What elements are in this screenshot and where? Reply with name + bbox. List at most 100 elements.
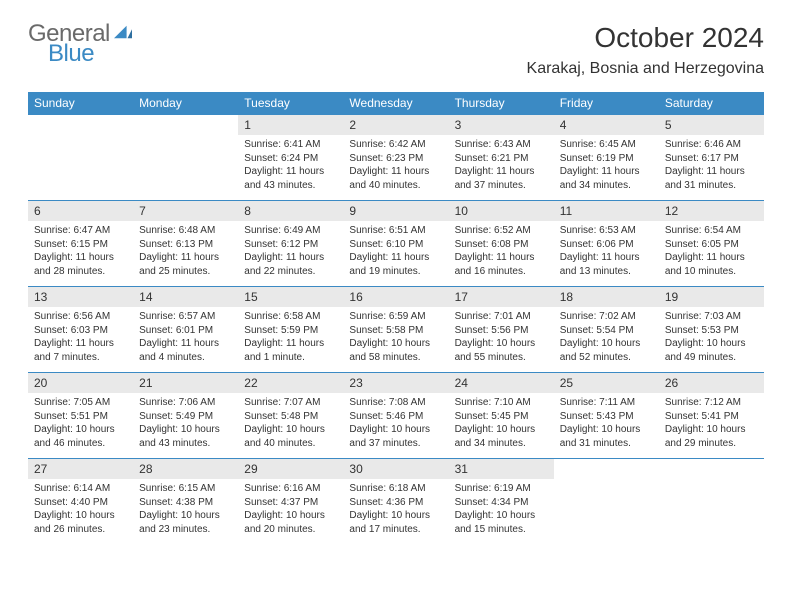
day-details: Sunrise: 6:41 AMSunset: 6:24 PMDaylight:… — [238, 135, 343, 200]
day-header: Thursday — [449, 92, 554, 115]
day-number: 27 — [28, 459, 133, 479]
calendar-cell: 11Sunrise: 6:53 AMSunset: 6:06 PMDayligh… — [554, 201, 659, 287]
day-details: Sunrise: 6:48 AMSunset: 6:13 PMDaylight:… — [133, 221, 238, 286]
sunset-line: Sunset: 6:03 PM — [34, 324, 127, 338]
calendar-cell: 4Sunrise: 6:45 AMSunset: 6:19 PMDaylight… — [554, 115, 659, 201]
sunset-line: Sunset: 6:21 PM — [455, 152, 548, 166]
day-details: Sunrise: 7:11 AMSunset: 5:43 PMDaylight:… — [554, 393, 659, 458]
daylight-line: Daylight: 10 hours and 31 minutes. — [560, 423, 653, 450]
calendar-cell — [659, 459, 764, 545]
daylight-line: Daylight: 11 hours and 37 minutes. — [455, 165, 548, 192]
sunrise-line: Sunrise: 6:49 AM — [244, 224, 337, 238]
calendar-page: General Blue October 2024 Karakaj, Bosni… — [0, 0, 792, 556]
day-number: 21 — [133, 373, 238, 393]
day-number: 23 — [343, 373, 448, 393]
daylight-line: Daylight: 10 hours and 17 minutes. — [349, 509, 442, 536]
header-row: General Blue October 2024 Karakaj, Bosni… — [28, 22, 764, 78]
sunset-line: Sunset: 6:15 PM — [34, 238, 127, 252]
calendar-cell: 27Sunrise: 6:14 AMSunset: 4:40 PMDayligh… — [28, 459, 133, 545]
sunrise-line: Sunrise: 6:42 AM — [349, 138, 442, 152]
daylight-line: Daylight: 11 hours and 7 minutes. — [34, 337, 127, 364]
daylight-line: Daylight: 11 hours and 31 minutes. — [665, 165, 758, 192]
calendar-cell: 26Sunrise: 7:12 AMSunset: 5:41 PMDayligh… — [659, 373, 764, 459]
day-details: Sunrise: 7:02 AMSunset: 5:54 PMDaylight:… — [554, 307, 659, 372]
daylight-line: Daylight: 10 hours and 20 minutes. — [244, 509, 337, 536]
sunset-line: Sunset: 5:54 PM — [560, 324, 653, 338]
sunrise-line: Sunrise: 6:19 AM — [455, 482, 548, 496]
sunrise-line: Sunrise: 6:54 AM — [665, 224, 758, 238]
day-details: Sunrise: 6:14 AMSunset: 4:40 PMDaylight:… — [28, 479, 133, 544]
day-details: Sunrise: 7:07 AMSunset: 5:48 PMDaylight:… — [238, 393, 343, 458]
daylight-line: Daylight: 10 hours and 46 minutes. — [34, 423, 127, 450]
sunset-line: Sunset: 6:12 PM — [244, 238, 337, 252]
day-number — [554, 459, 659, 479]
day-details: Sunrise: 7:01 AMSunset: 5:56 PMDaylight:… — [449, 307, 554, 372]
day-number: 7 — [133, 201, 238, 221]
sunrise-line: Sunrise: 7:06 AM — [139, 396, 232, 410]
month-title: October 2024 — [527, 22, 764, 54]
calendar-cell: 15Sunrise: 6:58 AMSunset: 5:59 PMDayligh… — [238, 287, 343, 373]
day-number: 4 — [554, 115, 659, 135]
sunrise-line: Sunrise: 7:03 AM — [665, 310, 758, 324]
daylight-line: Daylight: 10 hours and 29 minutes. — [665, 423, 758, 450]
sunrise-line: Sunrise: 7:05 AM — [34, 396, 127, 410]
daylight-line: Daylight: 10 hours and 52 minutes. — [560, 337, 653, 364]
sunset-line: Sunset: 6:10 PM — [349, 238, 442, 252]
calendar-week: 13Sunrise: 6:56 AMSunset: 6:03 PMDayligh… — [28, 287, 764, 373]
day-details: Sunrise: 6:53 AMSunset: 6:06 PMDaylight:… — [554, 221, 659, 286]
calendar-cell: 25Sunrise: 7:11 AMSunset: 5:43 PMDayligh… — [554, 373, 659, 459]
calendar-cell: 5Sunrise: 6:46 AMSunset: 6:17 PMDaylight… — [659, 115, 764, 201]
calendar-cell: 31Sunrise: 6:19 AMSunset: 4:34 PMDayligh… — [449, 459, 554, 545]
day-details: Sunrise: 6:42 AMSunset: 6:23 PMDaylight:… — [343, 135, 448, 200]
daylight-line: Daylight: 10 hours and 43 minutes. — [139, 423, 232, 450]
calendar-week: 27Sunrise: 6:14 AMSunset: 4:40 PMDayligh… — [28, 459, 764, 545]
sunset-line: Sunset: 5:46 PM — [349, 410, 442, 424]
day-details: Sunrise: 6:59 AMSunset: 5:58 PMDaylight:… — [343, 307, 448, 372]
day-number: 22 — [238, 373, 343, 393]
sunrise-line: Sunrise: 6:59 AM — [349, 310, 442, 324]
daylight-line: Daylight: 10 hours and 26 minutes. — [34, 509, 127, 536]
daylight-line: Daylight: 10 hours and 40 minutes. — [244, 423, 337, 450]
sunrise-line: Sunrise: 6:43 AM — [455, 138, 548, 152]
day-header: Saturday — [659, 92, 764, 115]
day-details: Sunrise: 6:43 AMSunset: 6:21 PMDaylight:… — [449, 135, 554, 200]
sunset-line: Sunset: 6:06 PM — [560, 238, 653, 252]
day-number: 18 — [554, 287, 659, 307]
sunset-line: Sunset: 5:56 PM — [455, 324, 548, 338]
day-details: Sunrise: 6:16 AMSunset: 4:37 PMDaylight:… — [238, 479, 343, 544]
calendar-cell: 12Sunrise: 6:54 AMSunset: 6:05 PMDayligh… — [659, 201, 764, 287]
daylight-line: Daylight: 11 hours and 13 minutes. — [560, 251, 653, 278]
day-number: 11 — [554, 201, 659, 221]
day-header: Friday — [554, 92, 659, 115]
calendar-cell: 30Sunrise: 6:18 AMSunset: 4:36 PMDayligh… — [343, 459, 448, 545]
sunset-line: Sunset: 5:51 PM — [34, 410, 127, 424]
day-details: Sunrise: 7:08 AMSunset: 5:46 PMDaylight:… — [343, 393, 448, 458]
sunset-line: Sunset: 5:43 PM — [560, 410, 653, 424]
sunset-line: Sunset: 4:36 PM — [349, 496, 442, 510]
calendar-cell: 21Sunrise: 7:06 AMSunset: 5:49 PMDayligh… — [133, 373, 238, 459]
brand-word-2: Blue — [48, 42, 132, 66]
day-number: 13 — [28, 287, 133, 307]
day-number: 1 — [238, 115, 343, 135]
calendar-cell — [554, 459, 659, 545]
calendar-header: SundayMondayTuesdayWednesdayThursdayFrid… — [28, 92, 764, 115]
sunrise-line: Sunrise: 6:47 AM — [34, 224, 127, 238]
sunset-line: Sunset: 5:59 PM — [244, 324, 337, 338]
calendar-cell: 8Sunrise: 6:49 AMSunset: 6:12 PMDaylight… — [238, 201, 343, 287]
day-number: 2 — [343, 115, 448, 135]
day-number — [659, 459, 764, 479]
calendar-week: 20Sunrise: 7:05 AMSunset: 5:51 PMDayligh… — [28, 373, 764, 459]
calendar-cell: 3Sunrise: 6:43 AMSunset: 6:21 PMDaylight… — [449, 115, 554, 201]
day-number: 9 — [343, 201, 448, 221]
day-number: 5 — [659, 115, 764, 135]
calendar-week: 6Sunrise: 6:47 AMSunset: 6:15 PMDaylight… — [28, 201, 764, 287]
day-header: Wednesday — [343, 92, 448, 115]
daylight-line: Daylight: 11 hours and 10 minutes. — [665, 251, 758, 278]
title-block: October 2024 Karakaj, Bosnia and Herzego… — [527, 22, 764, 78]
sunset-line: Sunset: 6:24 PM — [244, 152, 337, 166]
calendar-cell: 7Sunrise: 6:48 AMSunset: 6:13 PMDaylight… — [133, 201, 238, 287]
sunset-line: Sunset: 6:08 PM — [455, 238, 548, 252]
day-number: 29 — [238, 459, 343, 479]
sunrise-line: Sunrise: 6:53 AM — [560, 224, 653, 238]
daylight-line: Daylight: 10 hours and 49 minutes. — [665, 337, 758, 364]
